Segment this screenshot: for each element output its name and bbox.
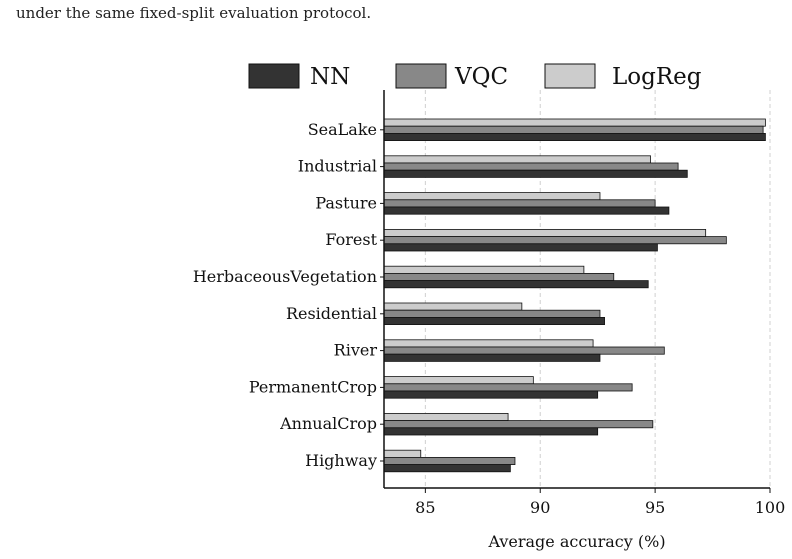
bar-logreg-highway	[383, 449, 422, 458]
category-labels: SeaLake Industrial Pasture Forest Herbaceous…	[193, 120, 384, 470]
category-label-residential: Residential	[286, 304, 377, 323]
legend-label-vqc: VQC	[454, 64, 508, 90]
category-label-sealake: SeaLake	[308, 120, 377, 139]
bar-logreg-residential	[383, 302, 523, 311]
legend-swatch-logreg	[544, 63, 596, 89]
bar-nn-industrial	[383, 169, 688, 178]
bar-vqc-permanentcrop	[383, 383, 633, 392]
category-label-forest: Forest	[325, 230, 377, 249]
bar-vqc-sealake	[383, 125, 764, 134]
legend-swatch-vqc	[395, 63, 447, 89]
bar-logreg-herbaceousvegetation	[383, 265, 585, 274]
bar-nn-river	[383, 353, 601, 362]
bar-logreg-sealake	[383, 118, 766, 127]
legend: NN VQC LogReg	[248, 63, 702, 90]
bar-vqc-herbaceousvegetation	[383, 272, 615, 281]
x-tick-label-90: 90	[530, 498, 550, 517]
bar-nn-annualcrop	[383, 427, 599, 436]
bar-nn-sealake	[383, 132, 766, 141]
bar-vqc-river	[383, 346, 665, 355]
bar-nn-herbaceousvegetation	[383, 280, 649, 289]
x-axis-label: Average accuracy (%)	[487, 532, 665, 551]
bar-logreg-river	[383, 339, 594, 348]
bar-logreg-industrial	[383, 155, 651, 164]
bars	[383, 118, 766, 473]
bar-vqc-annualcrop	[383, 420, 654, 429]
category-label-permanentcrop: PermanentCrop	[249, 377, 377, 396]
bar-vqc-forest	[383, 236, 727, 245]
x-tick-label-95: 95	[645, 498, 665, 517]
bar-logreg-annualcrop	[383, 412, 509, 421]
x-ticks: 85 90 95 100	[415, 488, 785, 517]
caption-text: under the same fixed-split evaluation pr…	[16, 4, 372, 22]
category-label-annualcrop: AnnualCrop	[279, 414, 377, 433]
category-label-river: River	[334, 341, 378, 360]
bar-nn-pasture	[383, 206, 670, 215]
category-label-highway: Highway	[305, 451, 377, 470]
legend-label-logreg: LogReg	[612, 64, 702, 90]
bar-nn-residential	[383, 316, 605, 325]
bar-logreg-forest	[383, 228, 707, 237]
x-tick-label-100: 100	[755, 498, 786, 517]
bar-vqc-residential	[383, 309, 601, 318]
category-label-industrial: Industrial	[298, 157, 377, 176]
legend-swatch-nn	[248, 63, 300, 89]
bar-nn-permanentcrop	[383, 390, 599, 399]
bar-vqc-highway	[383, 456, 516, 465]
bar-logreg-pasture	[383, 192, 601, 201]
bar-nn-forest	[383, 243, 658, 252]
bar-vqc-industrial	[383, 162, 679, 171]
legend-label-nn: NN	[310, 64, 350, 90]
category-label-herbaceousvegetation: HerbaceousVegetation	[193, 267, 377, 286]
bar-logreg-permanentcrop	[383, 376, 534, 385]
category-label-pasture: Pasture	[315, 193, 377, 212]
x-tick-label-85: 85	[415, 498, 435, 517]
axes	[383, 90, 770, 489]
bar-vqc-pasture	[383, 199, 656, 208]
bar-nn-highway	[383, 464, 511, 473]
